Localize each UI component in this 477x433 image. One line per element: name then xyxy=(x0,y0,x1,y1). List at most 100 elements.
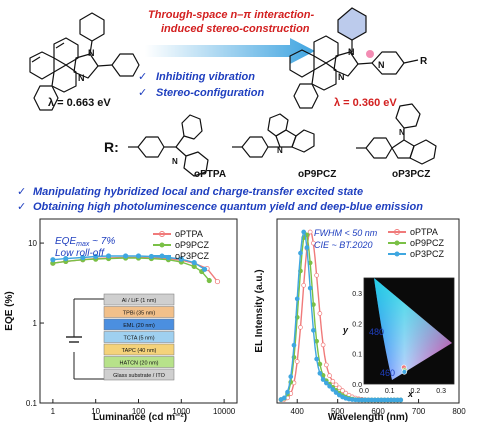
device-layer-label: Glass substrate / ITO xyxy=(113,373,166,379)
cie-x-tick-label: 0.3 xyxy=(436,388,446,395)
bullet-2: Obtaining high photoluminescence quantum… xyxy=(33,201,423,213)
eqe-y-tick-label: 1 xyxy=(33,319,38,328)
el-point-op3pcz xyxy=(320,377,326,382)
el-annotation-1: FWHM < 50 nm xyxy=(314,228,378,238)
cie-y-tick-label: 0.3 xyxy=(352,291,362,298)
el-point-op3pcz xyxy=(333,390,339,395)
el-x-tick-label: 400 xyxy=(291,407,305,416)
el-point-op3pcz xyxy=(314,356,319,362)
el-legend-optpa: oPTPA xyxy=(410,227,438,237)
el-point-optpa xyxy=(323,362,329,368)
el-legend-op9pcz: oP9PCZ xyxy=(410,238,445,248)
eqe-point-op3pcz xyxy=(191,259,197,266)
eqe-point-op9pcz xyxy=(206,277,212,284)
eqe-x-tick-label: 10000 xyxy=(213,407,236,416)
eqe-point-op3pcz xyxy=(201,266,208,272)
el-point-optpa xyxy=(330,378,336,384)
cie-x-tick-label: 0.2 xyxy=(411,388,421,395)
eqe-point-optpa xyxy=(214,278,221,285)
el-point-op3pcz xyxy=(311,327,316,333)
eqe-x-tick-label: 1000 xyxy=(172,407,190,416)
el-point-op3pcz xyxy=(294,296,300,302)
eqe-legend-optpa: oPTPA xyxy=(175,229,203,239)
eqe-legend: oPTPA oP9PCZ oP3PCZ xyxy=(153,229,210,261)
eqe-point-op3pcz xyxy=(63,255,69,262)
el-point-optpa xyxy=(314,272,319,278)
cie-y-tick-label: 0.2 xyxy=(352,321,362,328)
substituent-optpa xyxy=(128,114,209,177)
device-layer-label: EML (20 nm) xyxy=(123,323,155,329)
el-point-op3pcz xyxy=(307,285,313,291)
cie-y-tick-label: 0.0 xyxy=(352,382,362,389)
el-x-axis-label: Wavelength (nm) xyxy=(328,412,408,423)
el-plot-frame xyxy=(276,218,460,404)
el-point-op3pcz xyxy=(288,374,294,379)
lambda-right-label: λ = 0.360 eV xyxy=(334,97,397,109)
cie-point-op3pcz xyxy=(401,369,408,375)
eqe-legend-op3pcz: oP3PCZ xyxy=(175,251,210,261)
eqe-point-op3pcz xyxy=(50,257,56,263)
device-layer-label: TCTA (5 nm) xyxy=(123,336,154,342)
device-layer xyxy=(103,343,175,356)
device-layer xyxy=(103,306,175,318)
device-layer-label: HATCN (20 nm) xyxy=(119,361,158,367)
eqe-point-op3pcz xyxy=(178,256,184,262)
atom-n-optpa: N xyxy=(172,157,178,166)
device-layer-label: TAPC (40 nm) xyxy=(122,348,157,354)
eqe-annotation-2: Low roll-off xyxy=(55,248,105,259)
r-label: R: xyxy=(104,139,119,155)
el-point-optpa xyxy=(317,311,323,316)
device-stack: Al / LiF (1 nm) TPBi (35 nm) EML (20 nm) TC… xyxy=(66,293,175,381)
el-point-op3pcz xyxy=(298,250,303,256)
eqe-point-op3pcz xyxy=(123,253,129,259)
el-point-op3pcz xyxy=(304,245,310,250)
eqe-x-tick-label: 1 xyxy=(51,407,56,416)
el-point-op3pcz xyxy=(327,383,332,389)
atom-n-right-1: N xyxy=(348,47,355,57)
el-point-optpa xyxy=(298,325,303,330)
eqe-point-op3pcz xyxy=(148,253,154,260)
transform-arrow xyxy=(145,38,315,64)
device-layer xyxy=(103,318,175,331)
bullet-check-2: ✓ xyxy=(17,201,26,213)
lambda-left-label: λ = 0.663 eV xyxy=(48,97,111,109)
r-group-label: R xyxy=(420,56,428,67)
cie-x-tick-label: 0.1 xyxy=(385,388,395,395)
eqe-y-tick-label: 10 xyxy=(28,239,37,248)
el-point-op3pcz xyxy=(323,380,329,386)
atom-n-right-3: N xyxy=(378,60,385,70)
cie-x-tick-label: 0.0 xyxy=(359,388,369,395)
cie-y-label: y xyxy=(342,325,349,335)
el-point-optpa xyxy=(294,359,300,364)
eqe-x-tick-label: 100 xyxy=(132,407,146,416)
el-point-op3pcz xyxy=(285,389,290,395)
el-point-optpa xyxy=(301,282,307,288)
el-point-optpa xyxy=(320,342,326,348)
el-x-tick-label: 600 xyxy=(371,407,385,416)
el-x-tick-label: 800 xyxy=(452,407,466,416)
atom-n-left-2: N xyxy=(78,73,85,83)
interaction-dot xyxy=(366,50,374,58)
el-point-optpa xyxy=(327,373,332,378)
substituent-label-op9pcz: oP9PCZ xyxy=(298,169,336,180)
el-series-lines xyxy=(278,229,404,403)
substituent-op3pcz xyxy=(356,103,437,165)
eqe-y-axis-label: EQE (%) xyxy=(4,291,15,330)
cie-wavelength-460: 460 xyxy=(380,368,395,378)
device-layer-label: TPBi (35 nm) xyxy=(123,311,156,317)
eqe-point-op3pcz xyxy=(80,254,86,261)
eqe-point-op3pcz xyxy=(135,253,142,259)
cie-x-label: x xyxy=(407,389,414,399)
el-point-op3pcz xyxy=(398,397,404,403)
substituent-op9pcz xyxy=(232,113,315,158)
substituent-label-op3pcz: oP3PCZ xyxy=(392,169,430,180)
header-line-2: induced stereo-construction xyxy=(161,23,310,35)
eqe-chart: 1 10 100 1000 10000 0.1 1 10 Al / LiF (1 nm) TPB… xyxy=(4,218,238,423)
atom-n-right-2: N xyxy=(338,72,345,82)
el-point-optpa xyxy=(336,385,342,391)
atom-n-left-1: N xyxy=(88,48,95,58)
eqe-x-tick-label: 10 xyxy=(91,407,100,416)
atom-n-op9pcz: N xyxy=(277,146,283,155)
el-chart: 400 500 600 700 800 FWHM < 50 nm CIE ~ BT.20… xyxy=(254,218,466,423)
